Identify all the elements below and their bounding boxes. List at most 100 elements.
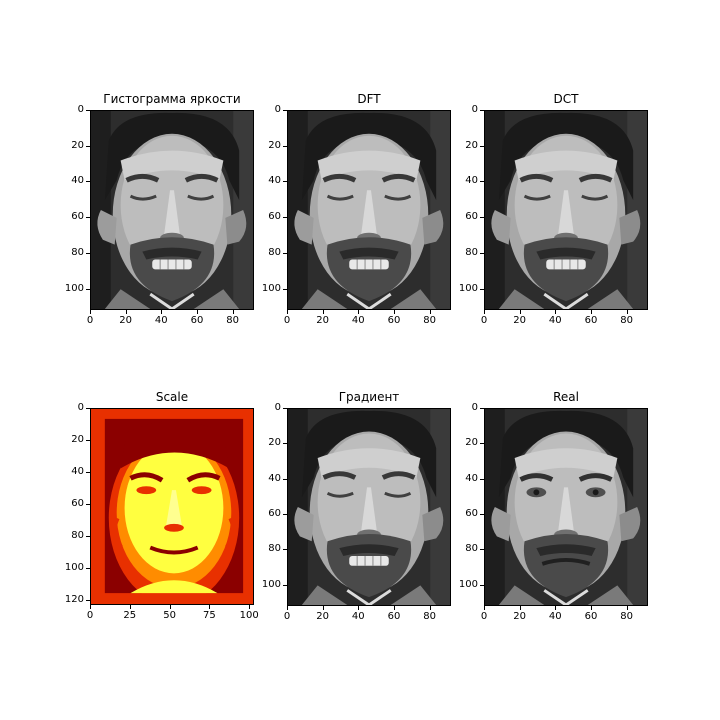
x-tick-label: 25 <box>123 610 137 621</box>
y-tick-mark <box>86 568 90 569</box>
y-tick-mark <box>283 253 287 254</box>
y-tick-label: 20 <box>268 437 281 449</box>
x-tick-label: 80 <box>423 611 436 622</box>
image-axes <box>484 408 648 606</box>
subplot-title: Scale <box>155 390 189 404</box>
y-tick-mark <box>283 479 287 480</box>
x-tick-label: 40 <box>351 315 365 326</box>
y-tick-label: 80 <box>465 543 478 555</box>
y-tick-mark <box>480 253 484 254</box>
x-tick-mark <box>394 310 395 314</box>
y-tick-mark <box>86 181 90 182</box>
y-tick-mark <box>86 600 90 601</box>
x-tick-label: 80 <box>620 611 633 622</box>
face-image <box>485 111 647 309</box>
x-tick-label: 0 <box>86 315 94 326</box>
image-axes <box>90 110 254 310</box>
face-image-hot <box>91 409 253 604</box>
y-tick-mark <box>86 289 90 290</box>
y-tick-mark <box>86 408 90 409</box>
x-tick-mark <box>591 606 592 610</box>
y-tick-mark <box>283 217 287 218</box>
x-tick-mark <box>520 606 521 610</box>
x-tick-mark <box>358 606 359 610</box>
y-tick-label: 100 <box>458 282 478 294</box>
x-tick-label: 40 <box>548 611 562 622</box>
y-tick-mark <box>480 549 484 550</box>
y-tick-mark <box>283 181 287 182</box>
y-tick-label: 20 <box>71 139 84 151</box>
y-tick-label: 60 <box>268 508 281 520</box>
y-tick-mark <box>283 549 287 550</box>
x-tick-label: 60 <box>387 315 401 326</box>
y-tick-mark <box>86 504 90 505</box>
y-tick-mark <box>283 585 287 586</box>
y-tick-label: 100 <box>64 282 84 294</box>
image-axes <box>287 110 451 310</box>
y-tick-label: 40 <box>268 472 281 484</box>
x-tick-mark <box>287 606 288 610</box>
x-tick-mark <box>90 310 91 314</box>
x-tick-label: 60 <box>584 611 598 622</box>
subplot-title: Градиент <box>338 390 400 404</box>
y-tick-label: 20 <box>465 437 478 449</box>
x-tick-label: 60 <box>387 611 401 622</box>
y-tick-label: 40 <box>71 175 84 187</box>
y-tick-label: 80 <box>71 246 84 258</box>
y-tick-label: 0 <box>274 104 281 115</box>
y-tick-mark <box>283 146 287 147</box>
x-tick-label: 0 <box>283 611 291 622</box>
x-tick-mark <box>209 605 210 609</box>
y-tick-label: 60 <box>465 211 478 223</box>
y-tick-mark <box>480 146 484 147</box>
face-image <box>91 111 253 309</box>
x-tick-mark <box>197 310 198 314</box>
x-tick-mark <box>323 606 324 610</box>
x-tick-mark <box>287 310 288 314</box>
y-tick-label: 80 <box>465 246 478 258</box>
subplot-title: Гистограмма яркости <box>103 92 241 106</box>
face-image <box>288 409 450 605</box>
x-tick-mark <box>358 310 359 314</box>
x-tick-mark <box>627 606 628 610</box>
image-axes <box>287 408 451 606</box>
y-tick-label: 100 <box>261 578 281 590</box>
x-tick-label: 20 <box>119 315 132 326</box>
x-tick-mark <box>555 606 556 610</box>
y-tick-label: 80 <box>268 246 281 258</box>
y-tick-mark <box>480 181 484 182</box>
x-tick-label: 0 <box>480 315 488 326</box>
y-tick-mark <box>480 514 484 515</box>
y-tick-label: 0 <box>471 402 478 413</box>
x-tick-label: 20 <box>513 611 526 622</box>
x-tick-label: 20 <box>513 315 526 326</box>
y-tick-label: 60 <box>268 211 281 223</box>
y-tick-mark <box>86 536 90 537</box>
image-axes <box>484 110 648 310</box>
y-tick-label: 0 <box>77 104 84 115</box>
y-tick-label: 100 <box>261 282 281 294</box>
y-tick-label: 100 <box>64 562 84 574</box>
face-image <box>288 111 450 309</box>
x-tick-label: 80 <box>423 315 436 326</box>
subplot-title: DFT <box>357 92 381 106</box>
x-tick-label: 40 <box>548 315 562 326</box>
x-tick-mark <box>430 310 431 314</box>
y-tick-mark <box>480 408 484 409</box>
y-tick-label: 20 <box>268 139 281 151</box>
y-tick-label: 120 <box>64 594 84 606</box>
y-tick-mark <box>480 585 484 586</box>
x-tick-label: 100 <box>239 610 259 621</box>
x-tick-label: 20 <box>316 611 329 622</box>
x-tick-mark <box>126 310 127 314</box>
x-tick-label: 60 <box>190 315 204 326</box>
image-axes <box>90 408 254 605</box>
y-tick-mark <box>86 472 90 473</box>
x-tick-mark <box>161 310 162 314</box>
y-tick-mark <box>283 289 287 290</box>
y-tick-mark <box>480 479 484 480</box>
x-tick-label: 0 <box>86 610 94 621</box>
x-tick-label: 80 <box>620 315 633 326</box>
y-tick-mark <box>480 217 484 218</box>
y-tick-label: 40 <box>465 175 478 187</box>
